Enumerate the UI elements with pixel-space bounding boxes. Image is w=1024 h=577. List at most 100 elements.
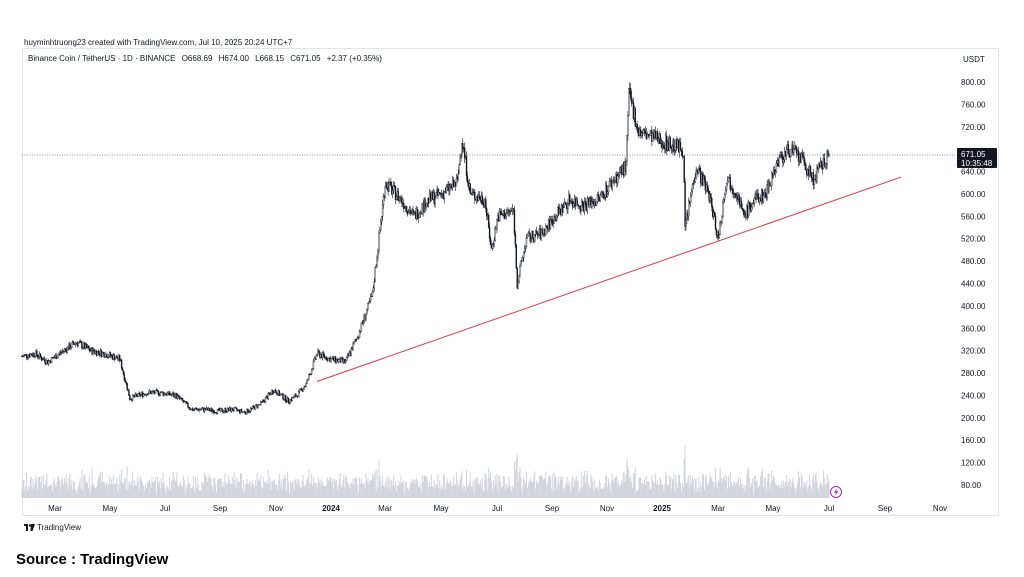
volume-bar bbox=[264, 483, 266, 498]
volume-bar bbox=[433, 480, 435, 498]
volume-bar bbox=[201, 481, 203, 498]
volume-bar bbox=[344, 487, 346, 498]
volume-bar bbox=[601, 488, 603, 498]
volume-bar bbox=[413, 479, 415, 498]
volume-bar bbox=[789, 478, 791, 498]
candle-body bbox=[235, 407, 237, 409]
volume-bar bbox=[124, 478, 126, 498]
candle-body bbox=[155, 389, 157, 394]
candle-body bbox=[762, 195, 765, 202]
candle-body bbox=[570, 201, 572, 204]
volume-bar bbox=[318, 482, 320, 498]
volume-bar bbox=[485, 474, 487, 498]
volume-bar bbox=[557, 481, 559, 498]
candle-body bbox=[724, 189, 727, 195]
volume-bar bbox=[141, 480, 143, 498]
volume-bar bbox=[506, 485, 508, 498]
volume-bar bbox=[150, 487, 152, 498]
chart-pane[interactable] bbox=[22, 48, 999, 516]
volume-bar bbox=[391, 479, 393, 498]
volume-bar bbox=[151, 476, 153, 498]
volume-bar bbox=[326, 477, 328, 498]
candle-body bbox=[492, 243, 494, 246]
candle-body bbox=[691, 184, 694, 192]
volume-bar bbox=[396, 485, 398, 498]
volume-bar bbox=[393, 474, 395, 498]
volume-bar bbox=[469, 472, 471, 498]
candle-body bbox=[409, 210, 411, 215]
volume-bar bbox=[821, 486, 823, 498]
volume-bar bbox=[312, 476, 314, 498]
y-tick-label: 640.00 bbox=[961, 168, 986, 177]
candle-body bbox=[458, 164, 460, 175]
volume-bar bbox=[136, 476, 138, 498]
candle-body bbox=[489, 237, 492, 245]
candle-body bbox=[703, 175, 706, 180]
volume-bar bbox=[564, 486, 566, 498]
candle-body bbox=[71, 342, 73, 348]
volume-bar bbox=[230, 483, 232, 498]
volume-bar bbox=[655, 472, 657, 498]
candle-body bbox=[741, 208, 743, 210]
volume-bar bbox=[627, 465, 629, 498]
volume-bar bbox=[808, 486, 810, 498]
candle-body bbox=[147, 393, 150, 396]
volume-bar bbox=[245, 483, 247, 498]
volume-bar bbox=[681, 482, 683, 498]
volume-bar bbox=[511, 491, 513, 498]
volume-bar bbox=[762, 468, 764, 498]
volume-bar bbox=[825, 484, 827, 498]
volume-bar bbox=[172, 471, 174, 498]
volume-bar bbox=[300, 487, 302, 498]
volume-bar bbox=[826, 474, 828, 498]
symbol-legend[interactable]: Binance Coin / TetherUS · 1D · BINANCE O… bbox=[28, 54, 386, 63]
lightning-icon[interactable] bbox=[830, 486, 842, 498]
volume-bar bbox=[340, 484, 342, 498]
volume-bar bbox=[473, 493, 475, 498]
volume-bar bbox=[535, 489, 537, 498]
volume-bar bbox=[637, 489, 639, 498]
candle-body bbox=[140, 394, 142, 397]
candle-body bbox=[683, 155, 685, 183]
candle-body bbox=[96, 351, 99, 356]
volume-bar bbox=[737, 482, 739, 498]
volume-bar bbox=[336, 489, 338, 498]
volume-bar bbox=[703, 489, 705, 498]
volume-bar bbox=[726, 476, 728, 498]
candle-body bbox=[401, 197, 403, 204]
volume-bar bbox=[371, 479, 373, 498]
volume-bar bbox=[439, 480, 441, 498]
volume-bar bbox=[816, 481, 818, 498]
currency-label[interactable]: USDT bbox=[963, 55, 985, 64]
volume-bar bbox=[62, 479, 64, 498]
volume-bar bbox=[152, 482, 154, 498]
candle-body bbox=[534, 234, 536, 242]
volume-bar bbox=[276, 490, 278, 498]
candle-body bbox=[537, 234, 540, 236]
x-tick-label: Mar bbox=[378, 504, 392, 513]
support-trendline[interactable] bbox=[316, 176, 902, 382]
candle-body bbox=[161, 391, 163, 393]
volume-bar bbox=[118, 484, 120, 498]
volume-bar bbox=[423, 475, 425, 498]
candle-body bbox=[358, 331, 361, 338]
volume-bar bbox=[630, 476, 632, 498]
candle-body bbox=[62, 350, 65, 352]
volume-bar bbox=[787, 481, 789, 498]
volume-bar bbox=[388, 478, 390, 498]
volume-bar bbox=[293, 489, 295, 498]
volume-bar bbox=[75, 493, 77, 498]
volume-bar bbox=[761, 472, 763, 498]
volume-bar bbox=[193, 492, 195, 498]
candle-body bbox=[373, 281, 375, 289]
volume-bar bbox=[496, 473, 498, 498]
volume-bar bbox=[429, 482, 431, 498]
volume-bar bbox=[598, 479, 600, 498]
volume-bar bbox=[457, 487, 459, 498]
volume-bar bbox=[703, 473, 705, 498]
volume-bar bbox=[742, 488, 744, 498]
volume-bar bbox=[207, 477, 209, 498]
volume-bar bbox=[788, 481, 790, 498]
volume-bar bbox=[507, 488, 509, 498]
